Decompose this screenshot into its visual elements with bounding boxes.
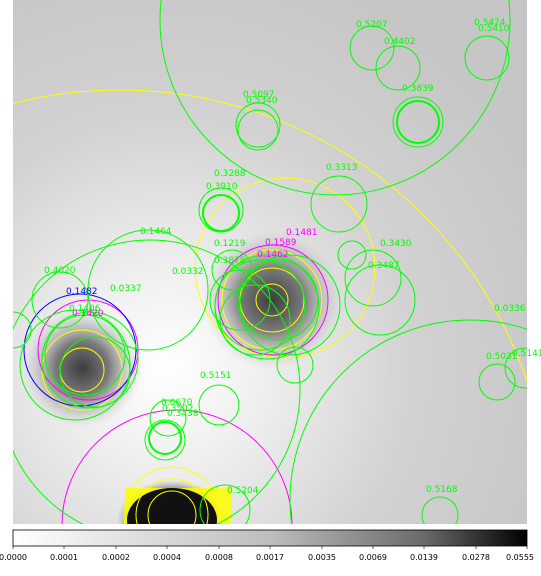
region-label: 0.5340	[246, 96, 278, 106]
region-label: 0.5168	[426, 485, 458, 495]
region-label: 0.3502	[162, 404, 194, 414]
region-labels: 0.5207 0.4402 0.5474 0.5410 0.3839 0.509…	[44, 18, 541, 496]
region-label: 0.3438	[167, 409, 199, 419]
region-label: 0.1589	[265, 238, 297, 248]
colorbar-tick-label: 0.0069	[359, 553, 387, 562]
colorbar-tick-label: 0.0004	[153, 553, 181, 562]
colorbar-tick-label: 0.0555	[506, 553, 534, 562]
region-label: 0.5410	[478, 24, 510, 34]
region-label: 0.5207	[356, 20, 388, 30]
region-label: 0.5097	[243, 90, 275, 100]
region-label: 0.3288	[214, 169, 246, 179]
region-label: 0.3430	[380, 239, 412, 249]
region-label: 0.1482	[66, 287, 98, 297]
region-label: 0.5204	[227, 486, 259, 496]
region-label: 0.5031	[486, 352, 518, 362]
region-label: 0.5474	[474, 18, 506, 28]
region-label: 0.3313	[326, 163, 358, 173]
region-label: 0.0336	[494, 304, 526, 314]
region-label: 0.5141	[512, 349, 541, 359]
colorbar-tick-label: 0.0017	[256, 553, 284, 562]
colorbar-tick-label: 0.0035	[308, 553, 336, 562]
colorbar-tick-label: 0.0278	[462, 553, 490, 562]
region-label: 0.0337	[110, 284, 142, 294]
region-label: 0.0332	[172, 267, 204, 277]
region-label: 0.3878	[214, 256, 246, 266]
colorbar-tick-label: 0.0139	[410, 553, 438, 562]
colorbar-tick-label: 0.0008	[205, 553, 233, 562]
region-label: 0.4020	[44, 266, 76, 276]
region-label: 0.0670	[161, 398, 193, 408]
region-label: 0.1464	[140, 227, 172, 237]
colorbar-tick-label: 0.0001	[50, 553, 78, 562]
region-label: 0.1406	[69, 304, 101, 314]
region-label: 0.1462	[257, 250, 289, 260]
region-label: 0.3839	[402, 84, 434, 94]
region-label: 0.1219	[214, 239, 246, 249]
region-label: 0.1420	[72, 309, 104, 319]
region-label: 0.4402	[384, 37, 416, 47]
colorbar-tick-label: 0.0000	[0, 553, 27, 562]
colorbar-tick-label: 0.0002	[102, 553, 130, 562]
colorbar-gradient	[12, 529, 528, 547]
colorbar: 0.0000 0.0001 0.0002 0.0004 0.0008 0.001…	[0, 529, 534, 562]
region-label: 0.3910	[206, 182, 238, 192]
region-label: 0.5151	[200, 371, 232, 381]
region-label: 0.3487	[368, 261, 400, 271]
image-field	[13, 0, 527, 524]
region-label: 0.1481	[286, 228, 318, 238]
